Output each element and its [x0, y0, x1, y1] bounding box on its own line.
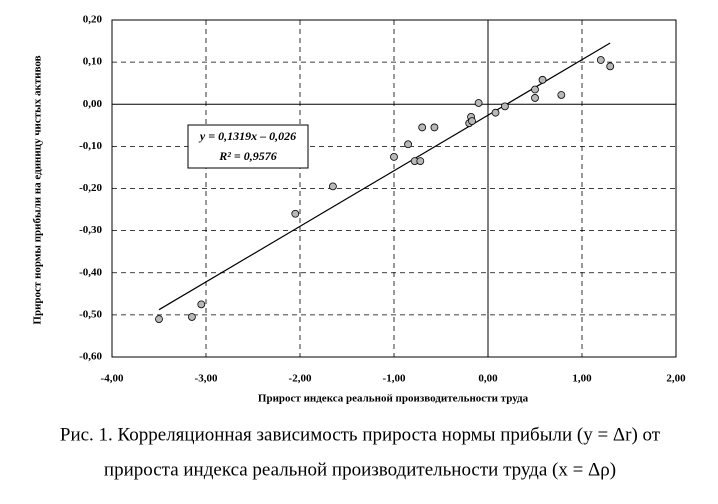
point: [187, 313, 196, 321]
y-tick-label: -0,60: [79, 351, 102, 363]
point: [328, 182, 337, 191]
caption: Рис. 1. Корреляционная зависимость приро…: [60, 424, 661, 445]
point: [291, 209, 300, 218]
point: [531, 85, 539, 94]
point: [491, 108, 500, 117]
point: [418, 123, 427, 132]
y-tick-label: -0,10: [79, 140, 102, 152]
point: [430, 123, 439, 132]
point: [390, 153, 398, 161]
plot-frame: [111, 19, 677, 358]
point: [404, 140, 413, 149]
y-tick-label: -0,40: [79, 266, 102, 278]
y-tick-label: -0,50: [79, 308, 102, 320]
x-tick-label: -3,00: [195, 373, 218, 385]
point: [416, 157, 425, 166]
y-axis-label: Прирост нормы прибыли на единицу чистых …: [32, 55, 44, 324]
point: [606, 62, 615, 71]
y-tick-label: -0,30: [79, 224, 102, 236]
point: [155, 315, 163, 323]
y-tick-label: -0,20: [79, 182, 102, 194]
y-tick-label: 0,00: [83, 98, 103, 110]
x-tick-label: 1,00: [572, 373, 592, 385]
x-tick-label: -1,00: [383, 373, 406, 385]
point: [197, 300, 206, 309]
x-tick-label: -2,00: [289, 373, 312, 385]
x-axis-label: Прирост индекса реальной производительно…: [258, 393, 529, 405]
x-tick-label: 2,00: [666, 373, 686, 385]
point: [468, 117, 476, 125]
y-tick-label: 0,10: [83, 56, 103, 68]
x-tick-label: -4,00: [101, 373, 124, 385]
y-tick-label: 0,20: [83, 14, 103, 26]
x-tick-label: 0,00: [478, 373, 498, 385]
point: [531, 94, 539, 102]
point: [474, 99, 483, 107]
point: [557, 91, 566, 99]
equation: y = 0,1319x – 0,026: [198, 129, 296, 143]
point: [596, 56, 605, 64]
equation-box: [187, 124, 309, 169]
r-squared: R² = 0,9576: [218, 149, 276, 163]
caption: прироста индекса реальной производительн…: [104, 459, 616, 480]
point: [538, 75, 547, 84]
point: [501, 102, 509, 111]
